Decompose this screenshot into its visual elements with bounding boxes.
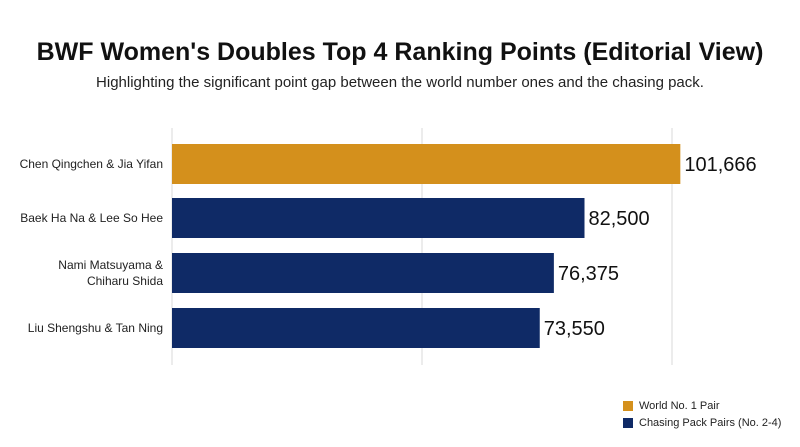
- category-label-line: Nami Matsuyama &: [58, 258, 163, 272]
- category-label-line: Chiharu Shida: [87, 274, 163, 288]
- category-label-line: Chen Qingchen & Jia Yifan: [20, 157, 163, 171]
- chart-title: BWF Women's Doubles Top 4 Ranking Points…: [36, 38, 764, 66]
- value-label-3: 73,550: [544, 318, 605, 340]
- category-label-0: Chen Qingchen & Jia Yifan: [20, 157, 163, 171]
- legend-swatch-world-no1: [623, 400, 633, 411]
- bar-1: [172, 198, 585, 238]
- category-label-2: Nami Matsuyama & Chiharu Shida: [58, 258, 163, 288]
- category-label-3: Liu Shengshu & Tan Ning: [28, 321, 163, 335]
- legend-label-chasing-pack: Chasing Pack Pairs (No. 2-4): [639, 416, 782, 429]
- legend: World No. 1 Pair Chasing Pack Pairs (No.…: [623, 397, 781, 431]
- category-label-line: Baek Ha Na & Lee So Hee: [20, 211, 163, 225]
- legend-item-world-no1: World No. 1 Pair: [623, 397, 781, 414]
- legend-label-world-no1: World No. 1 Pair: [639, 399, 720, 412]
- bar-2: [172, 253, 554, 293]
- category-label-1: Baek Ha Na & Lee So Hee: [20, 211, 163, 225]
- value-label-0: 101,666: [684, 154, 756, 176]
- value-label-2: 76,375: [558, 263, 619, 285]
- bar-3: [172, 308, 540, 348]
- category-label-line: Liu Shengshu & Tan Ning: [28, 321, 163, 335]
- legend-item-chasing-pack: Chasing Pack Pairs (No. 2-4): [623, 414, 781, 431]
- value-label-1: 82,500: [589, 208, 650, 230]
- bar-0: [172, 144, 681, 184]
- chart-subtitle: Highlighting the significant point gap b…: [96, 74, 704, 91]
- legend-swatch-chasing-pack: [623, 417, 633, 428]
